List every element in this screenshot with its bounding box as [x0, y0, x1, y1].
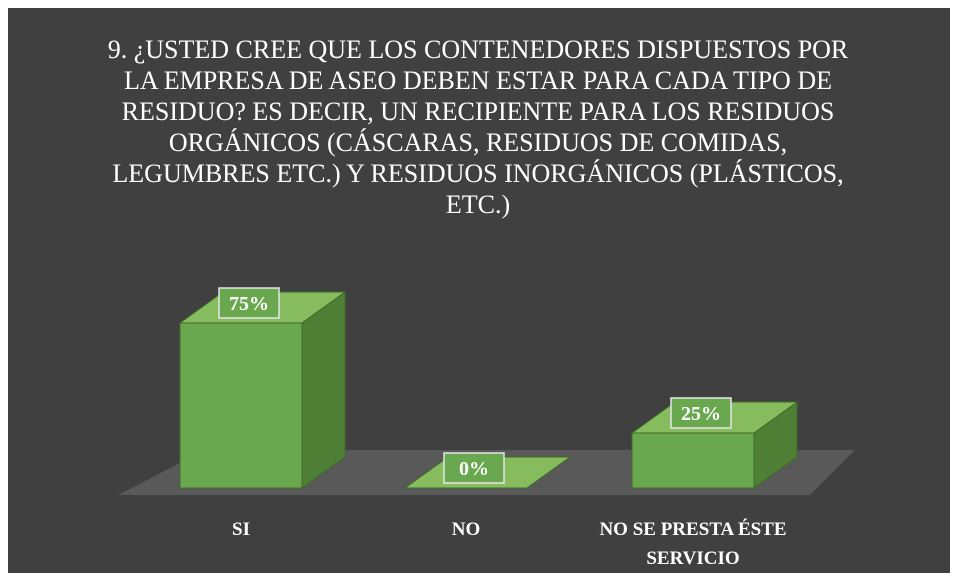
value-label: 25%: [681, 403, 721, 425]
bar-side: [301, 291, 346, 489]
chart-title: 9. ¿USTED CREE QUE LOS CONTENEDORES DISP…: [107, 35, 849, 219]
value-label-box: [443, 452, 505, 484]
bar-front: [179, 322, 303, 489]
x-tick-label: NO SE PRESTA ÉSTE SERVICIO: [599, 519, 787, 569]
bar: [178, 291, 347, 489]
chart: 75% 0% 25% 9. ¿USTED CREE QUE LOS CONTENED…: [8, 8, 950, 573]
value-label: 0%: [459, 458, 489, 480]
x-tick-label: SI: [232, 519, 250, 540]
value-label-box: [670, 397, 732, 429]
value-label: 75%: [229, 293, 269, 315]
value-label-box: [218, 287, 280, 319]
x-tick-label: NO: [451, 519, 481, 540]
plot: 75% 0% 25%: [118, 287, 855, 495]
bar-front: [631, 432, 755, 489]
